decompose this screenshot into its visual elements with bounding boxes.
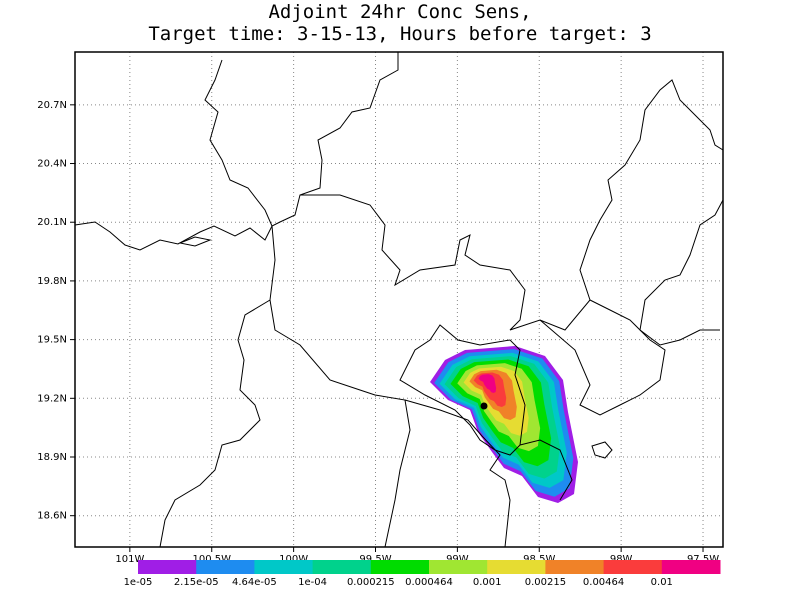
colorbar-swatch <box>196 560 255 574</box>
y-tick-label: 19.8N <box>37 276 67 287</box>
contour-band <box>478 374 497 394</box>
x-tick-label: 99W <box>446 554 469 565</box>
colorbar-label: 4.64e-05 <box>232 577 277 588</box>
colorbar-swatch <box>370 560 430 574</box>
colorbar-swatch <box>487 560 546 574</box>
y-tick-label: 18.9N <box>37 452 67 463</box>
title-line: Target time: 3-15-13, Hours before targe… <box>148 23 651 45</box>
x-tick-label: 97.5W <box>687 554 719 565</box>
sensitivity-plume <box>430 346 578 503</box>
y-tick-label: 20.4N <box>37 159 67 170</box>
plot-frame <box>74 51 724 548</box>
y-tick-label: 20.7N <box>37 100 67 111</box>
colorbar-swatch <box>138 560 197 574</box>
colorbar-label: 0.00464 <box>583 577 624 588</box>
colorbar-swatch <box>254 560 314 574</box>
colorbar-swatch <box>545 560 605 574</box>
x-tick-label: 100W <box>279 554 308 565</box>
colorbar-swatch <box>603 560 663 574</box>
colorbar-label: 2.15e-05 <box>174 577 219 588</box>
colorbar-swatch <box>312 560 372 574</box>
x-tick-label: 98W <box>610 554 633 565</box>
colorbar-swatch <box>429 560 488 574</box>
y-tick-label: 19.2N <box>37 393 67 404</box>
colorbar-label: 1e-04 <box>298 577 327 588</box>
colorbar-label: 0.001 <box>473 577 502 588</box>
state-borders <box>74 52 724 548</box>
target-site <box>480 402 488 410</box>
colorbar-label: 0.000464 <box>405 577 453 588</box>
x-tick-label: 101W <box>115 554 144 565</box>
colorbar-label: 0.000215 <box>347 577 395 588</box>
y-tick-label: 19.5N <box>37 335 67 346</box>
title-line: Adjoint 24hr Conc Sens, <box>268 1 531 23</box>
x-tick-label: 100.5W <box>192 554 231 565</box>
colorbar-label: 1e-05 <box>124 577 153 588</box>
colorbar-label: 0.00215 <box>525 577 566 588</box>
x-tick-label: 99.5W <box>359 554 391 565</box>
colorbar-label: 0.01 <box>651 577 673 588</box>
colorbar-swatch <box>661 560 721 574</box>
y-tick-label: 20.1N <box>37 217 67 228</box>
x-tick-label: 98.5W <box>523 554 555 565</box>
y-tick-label: 18.6N <box>37 511 67 522</box>
